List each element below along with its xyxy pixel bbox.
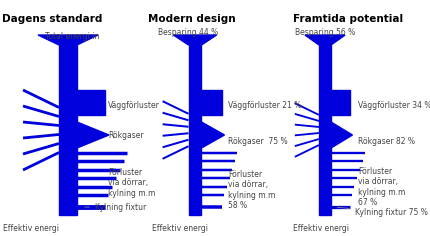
Text: Besparing 44 %: Besparing 44 %	[158, 28, 218, 37]
Polygon shape	[331, 122, 353, 148]
Text: Väggförluster 34 %: Väggförluster 34 %	[358, 101, 430, 110]
Text: Förluster
via dörrar,
kylning m.m
67 %: Förluster via dörrar, kylning m.m 67 %	[358, 167, 405, 207]
Polygon shape	[77, 122, 109, 148]
Polygon shape	[305, 35, 345, 45]
Text: Kylning fixtur: Kylning fixtur	[85, 203, 146, 212]
Polygon shape	[202, 122, 224, 148]
Text: Rökgaser: Rökgaser	[108, 131, 144, 139]
Text: Kylning fixtur 75 %: Kylning fixtur 75 %	[337, 207, 428, 217]
Text: Rökgaser 82 %: Rökgaser 82 %	[358, 136, 415, 146]
Polygon shape	[173, 35, 217, 45]
Text: Rökgaser  75 %: Rökgaser 75 %	[228, 136, 288, 146]
Text: Effektiv energi: Effektiv energi	[152, 224, 208, 233]
Text: Effektiv energi: Effektiv energi	[293, 224, 349, 233]
Text: Modern design: Modern design	[148, 14, 236, 24]
Text: Dagens standard: Dagens standard	[2, 14, 102, 24]
Text: Framtida potential: Framtida potential	[293, 14, 403, 24]
Bar	[59, 45, 77, 215]
Bar	[188, 45, 202, 215]
Text: Total energi in: Total energi in	[45, 32, 99, 41]
Polygon shape	[331, 90, 350, 115]
Polygon shape	[202, 90, 221, 115]
Text: Effektiv energi: Effektiv energi	[3, 224, 59, 233]
Polygon shape	[38, 35, 98, 45]
Text: Förluster
via dörrar,
kylning m.m: Förluster via dörrar, kylning m.m	[108, 168, 155, 198]
Text: Besparing 56 %: Besparing 56 %	[295, 28, 355, 37]
Text: Väggförluster 21 %: Väggförluster 21 %	[228, 101, 301, 110]
Text: Väggförluster: Väggförluster	[108, 101, 160, 110]
Bar	[319, 45, 331, 215]
Polygon shape	[77, 90, 105, 115]
Text: Förluster
via dörrar,
kylning m.m
58 %: Förluster via dörrar, kylning m.m 58 %	[228, 170, 275, 210]
